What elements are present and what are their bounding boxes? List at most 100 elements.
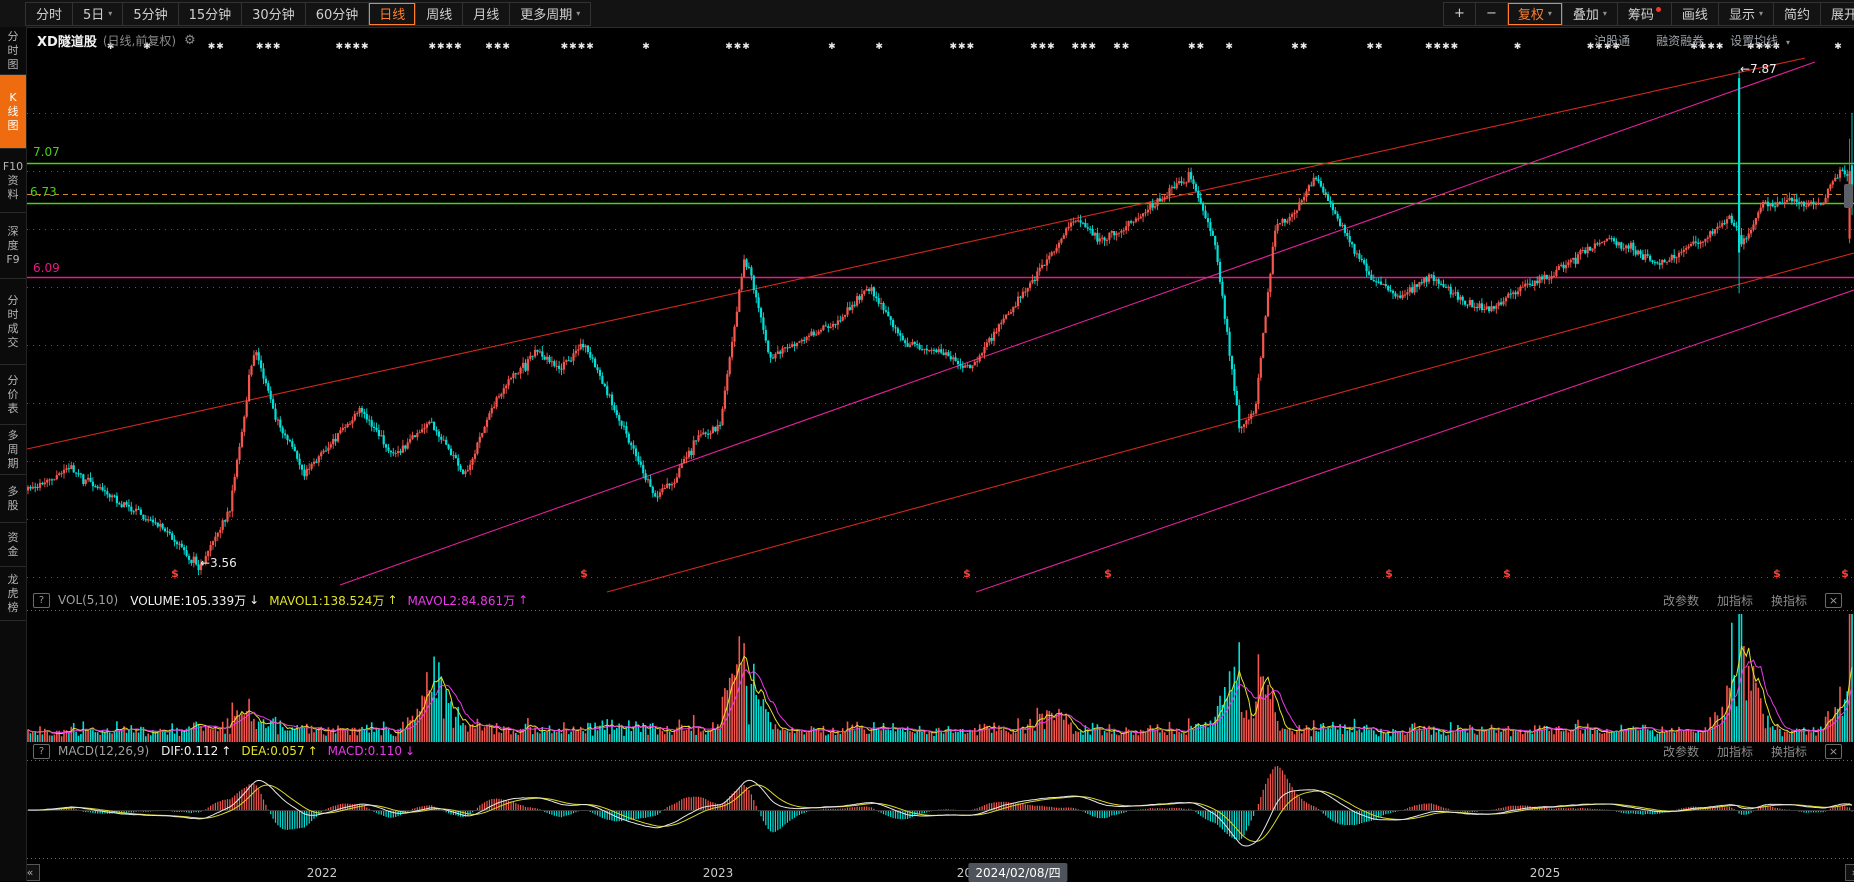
- down-arrow-icon: ↓: [249, 593, 260, 607]
- stock-mode: (日线,前复权): [102, 33, 177, 48]
- sidebar-item-龙虎榜[interactable]: 龙虎榜: [0, 567, 26, 621]
- button-label: 30分钟: [252, 8, 295, 23]
- sidebar-item-label: 图: [7, 118, 19, 132]
- tool-button-展开[interactable]: 展开: [1821, 3, 1854, 25]
- sidebar-item-label: 多: [7, 484, 19, 498]
- tool-button-显示[interactable]: 显示 ▾: [1719, 2, 1774, 25]
- switch-indicator-link[interactable]: 换指标: [1770, 744, 1807, 759]
- tool-button-叠加[interactable]: 叠加 ▾: [1563, 2, 1618, 25]
- period-button-日线[interactable]: 日线: [369, 2, 417, 25]
- gear-icon[interactable]: ⚙: [184, 32, 196, 48]
- dashed-line-handle[interactable]: [1844, 184, 1853, 208]
- help-icon[interactable]: ?: [33, 743, 50, 759]
- close-icon[interactable]: ×: [1825, 743, 1842, 759]
- tool-button-+[interactable]: +: [1444, 2, 1476, 25]
- notification-dot-icon: [1655, 7, 1661, 12]
- sidebar-item-资金[interactable]: 资金: [0, 523, 26, 567]
- period-button-月线[interactable]: 月线: [463, 2, 511, 25]
- switch-indicator-link[interactable]: 换指标: [1770, 593, 1807, 608]
- sidebar-item-label: 表: [7, 401, 19, 415]
- top-toolbar: 分时 5日 ▾ 5分钟 15分钟 30分钟 60分钟 日线 周线 月线 更多周期 ▾ + − 复权 ▾ 叠加 ▾…: [0, 0, 1854, 28]
- dividend-icon: $: [1385, 567, 1393, 580]
- dividend-icon: $: [171, 567, 179, 580]
- stock-name: XD隧道股: [37, 34, 97, 50]
- high-price-label: ←7.87: [1740, 62, 1777, 76]
- up-arrow-icon: ↑: [518, 593, 529, 607]
- period-button-60分钟[interactable]: 60分钟: [306, 2, 370, 25]
- price-label-609: 6.09: [33, 261, 60, 275]
- sidebar-item-分时成交[interactable]: 分时成交: [0, 279, 26, 365]
- button-label: 5分钟: [133, 8, 168, 23]
- button-label: 叠加: [1572, 8, 1599, 23]
- sidebar-item-F10资料[interactable]: F10 资料: [0, 149, 26, 213]
- vol-indicator-name: VOL(5,10): [58, 593, 119, 607]
- chevron-down-icon: ▾: [108, 9, 113, 18]
- button-label: 周线: [426, 8, 453, 23]
- sidebar-item-label: 料: [7, 187, 19, 201]
- help-icon[interactable]: ?: [33, 592, 50, 608]
- ma-setting-dropdown[interactable]: 设置均线 ▾: [1730, 32, 1790, 49]
- close-icon[interactable]: ×: [1825, 592, 1842, 608]
- sidebar-item-label: 分: [7, 373, 19, 387]
- period-button-分时[interactable]: 分时: [26, 2, 74, 25]
- sidebar-item-label: 时: [7, 307, 19, 321]
- low-price-label: ←3.56: [200, 556, 237, 570]
- button-label: 更多周期: [520, 8, 573, 23]
- sidebar-item-label: 期: [7, 456, 19, 470]
- period-button-5分钟[interactable]: 5分钟: [123, 2, 179, 25]
- sidebar-item-深度F9[interactable]: 深度 F9: [0, 213, 26, 279]
- add-indicator-link[interactable]: 加指标: [1716, 744, 1753, 759]
- period-button-周线[interactable]: 周线: [416, 2, 464, 25]
- macd-indicator-name: MACD(12,26,9): [58, 744, 150, 758]
- tool-button-复权[interactable]: 复权 ▾: [1508, 2, 1563, 25]
- button-label: 60分钟: [315, 8, 359, 23]
- button-label: 月线: [473, 8, 500, 23]
- tool-button-筹码[interactable]: 筹码: [1618, 2, 1672, 25]
- sidebar-item-label: 周: [7, 442, 19, 456]
- chevron-down-icon: ▾: [1547, 9, 1552, 18]
- axis-year-label: 2025: [1529, 866, 1561, 880]
- tools-button-group: + − 复权 ▾ 叠加 ▾ 筹码 画线 显示 ▾ 简约 展开: [1443, 1, 1854, 26]
- change-params-link[interactable]: 改参数: [1662, 593, 1699, 608]
- sidebar-item-label: 资: [7, 530, 19, 544]
- macd-pane-header: ? MACD(12,26,9) DIF:0.112 ↑ DEA:0.057 ↑ …: [27, 741, 1854, 761]
- button-label: 简约: [1783, 8, 1810, 23]
- change-params-link[interactable]: 改参数: [1662, 744, 1699, 759]
- tool-button-画线[interactable]: 画线: [1672, 2, 1719, 25]
- sidebar-item-label: 股: [7, 498, 19, 512]
- add-indicator-link[interactable]: 加指标: [1716, 593, 1753, 608]
- chevron-down-icon: ▾: [1785, 37, 1790, 47]
- sidebar-item-分价表[interactable]: 分价表: [0, 365, 26, 425]
- period-button-30分钟[interactable]: 30分钟: [242, 2, 306, 25]
- sidebar-item-label: 资: [7, 173, 19, 187]
- chevron-down-icon: ▾: [1602, 9, 1607, 18]
- period-button-15分钟[interactable]: 15分钟: [179, 2, 243, 25]
- stock-header-row: XD隧道股 (日线,前复权) ⚙ 沪股通 融资融券 设置均线 ▾: [27, 28, 1854, 52]
- down-arrow-icon: ↓: [405, 744, 416, 758]
- period-button-更多周期[interactable]: 更多周期 ▾: [510, 3, 590, 25]
- link-hgt[interactable]: 沪股通: [1594, 33, 1631, 48]
- sidebar-item-label: K: [9, 90, 17, 104]
- sidebar-item-label: 龙: [7, 572, 19, 586]
- price-label-707: 7.07: [33, 145, 60, 159]
- scroll-right-button[interactable]: »: [1845, 864, 1854, 881]
- sidebar-item-label: 分: [7, 29, 19, 43]
- button-label: 5日: [83, 8, 105, 23]
- dividend-icon: $: [580, 567, 588, 580]
- mavol2-value: MAVOL2:84.861万: [407, 593, 516, 608]
- sidebar-item-多股[interactable]: 多股: [0, 475, 26, 523]
- price-label-673: 6.73: [30, 185, 57, 199]
- period-button-5日[interactable]: 5日 ▾: [73, 2, 124, 25]
- dividend-icon: $: [1104, 567, 1112, 580]
- axis-year-label: 2023: [702, 866, 734, 880]
- sidebar-item-label: 分: [7, 293, 19, 307]
- sidebar-item-多周期[interactable]: 多周期: [0, 425, 26, 475]
- sidebar-item-label: 价: [7, 387, 19, 401]
- tool-button-简约[interactable]: 简约: [1774, 2, 1821, 25]
- tool-button-−[interactable]: −: [1476, 2, 1508, 25]
- sidebar-item-分时图[interactable]: 分时图: [0, 27, 26, 75]
- mavol1-value: MAVOL1:138.524万: [269, 593, 385, 608]
- link-margin[interactable]: 融资融券: [1656, 33, 1705, 48]
